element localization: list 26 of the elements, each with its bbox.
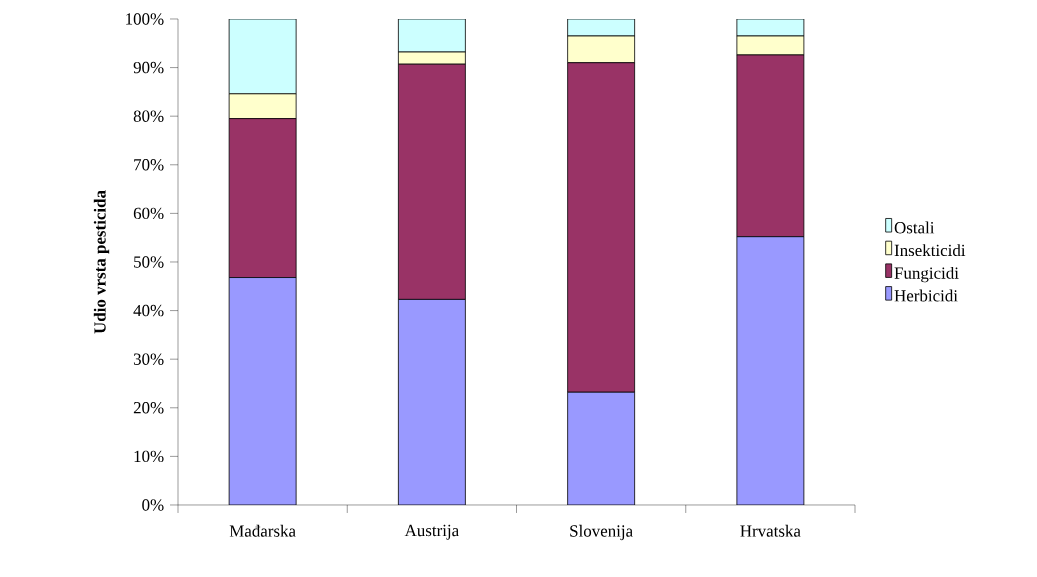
bar — [228, 277, 297, 505]
bar — [397, 18, 466, 53]
y-tick-label: 90% — [133, 61, 164, 74]
legend-label: Fungicidi — [894, 266, 959, 283]
y-axis-title: Udio vrsta pesticida — [93, 190, 110, 334]
bar — [228, 18, 297, 95]
y-tick-label: 40% — [133, 304, 164, 317]
y-tick-label: 10% — [134, 450, 164, 463]
legend-label: Insekticidi — [894, 244, 966, 257]
bar — [567, 391, 636, 505]
x-tick-label: Slovenija — [570, 524, 633, 541]
y-tick-label: 60% — [133, 207, 164, 220]
x-tick-label: Hrvatska — [740, 524, 801, 537]
bar — [397, 299, 466, 505]
y-tick-label: 50% — [134, 256, 164, 268]
y-tick-label: 70% — [134, 159, 164, 171]
x-tick-label: Mađarska — [229, 524, 296, 537]
legend-label: Ostali — [894, 221, 935, 234]
y-tick-label: 80% — [133, 110, 164, 122]
y-tick-label: 100% — [126, 13, 164, 25]
legend-label: Herbicidi — [894, 289, 958, 302]
y-tick-label: 20% — [133, 402, 164, 414]
x-tick-label: Austrija — [404, 524, 459, 540]
y-tick-label: 0% — [142, 499, 164, 511]
bar — [736, 236, 805, 505]
y-tick-label: 30% — [133, 353, 164, 365]
